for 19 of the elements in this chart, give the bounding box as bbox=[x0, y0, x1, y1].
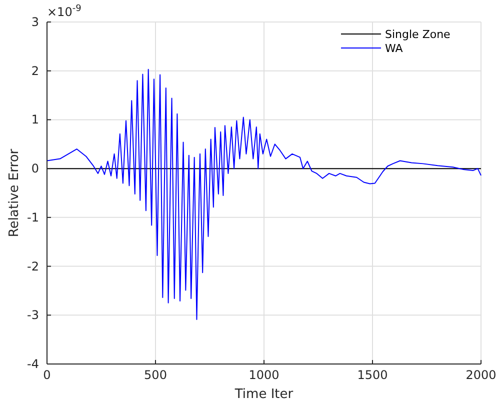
x-tick-label: 0 bbox=[43, 368, 51, 382]
text: ×10$^{-9}$ bbox=[47, 4, 82, 19]
y-tick-label: 3 bbox=[31, 15, 39, 29]
y-tick-label: 0 bbox=[31, 162, 39, 176]
y-tick-label: -1 bbox=[27, 210, 39, 224]
y-tick-label: 1 bbox=[31, 112, 39, 127]
x-tick-label: 1500 bbox=[357, 368, 388, 382]
legend-label: Single Zone bbox=[385, 28, 451, 41]
x-axis-title: Time Iter bbox=[234, 387, 294, 402]
y-tick-label: 2 bbox=[31, 64, 39, 78]
y-axis-title: Relative Error bbox=[7, 148, 22, 238]
x-tick-label: 1000 bbox=[248, 368, 280, 382]
y-tick-label: -3 bbox=[27, 308, 39, 322]
y-tick-label: -2 bbox=[27, 259, 39, 274]
x-tick-label: 2000 bbox=[466, 368, 496, 382]
line-series bbox=[46, 68, 482, 320]
x-tick-label: 500 bbox=[144, 368, 167, 382]
y-tick-label: -4 bbox=[27, 357, 39, 371]
legend-label: WA bbox=[385, 42, 404, 55]
